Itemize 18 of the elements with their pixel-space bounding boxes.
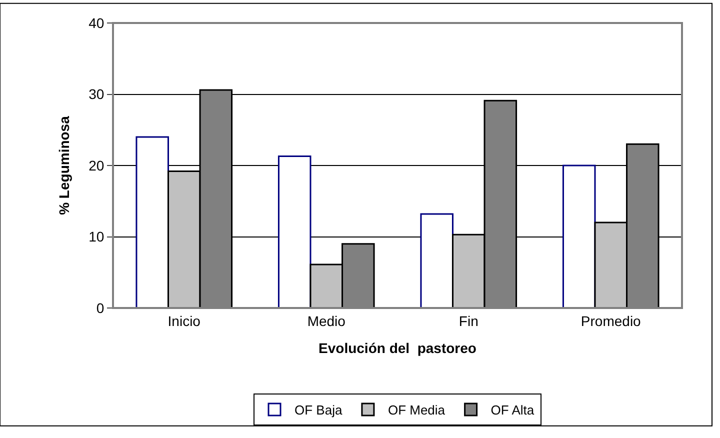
- bar: [562, 164, 596, 308]
- legend-label: OF Alta: [490, 402, 535, 418]
- y-tick-label: 30: [88, 86, 104, 102]
- y-axis-title: % Leguminosa: [56, 116, 72, 215]
- x-tick-label: Medio: [307, 312, 346, 329]
- bar: [420, 213, 454, 308]
- y-tick-label: 10: [88, 228, 104, 245]
- y-tick-label: 0: [96, 300, 104, 316]
- bar: [136, 136, 169, 308]
- x-tick-label: Promedio: [580, 312, 642, 329]
- x-tick-label: Inicio: [168, 312, 201, 329]
- x-axis-title: Evolución del pastoreo: [318, 340, 476, 356]
- y-tick-label: 20: [88, 157, 104, 174]
- bar: [278, 155, 312, 308]
- legend-label: OF Media: [388, 402, 446, 418]
- legend-label: OF Baja: [294, 402, 343, 418]
- x-tick-label: Fin: [458, 312, 478, 329]
- y-tick-label: 40: [88, 14, 104, 31]
